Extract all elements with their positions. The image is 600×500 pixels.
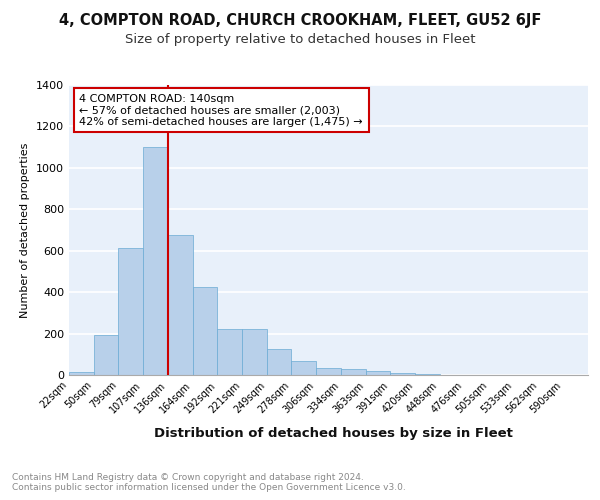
Bar: [193, 287, 217, 375]
Bar: [316, 368, 341, 375]
Bar: [365, 372, 390, 375]
Bar: [69, 372, 94, 375]
Bar: [292, 360, 316, 375]
Bar: [94, 334, 118, 375]
Bar: [143, 147, 168, 375]
Y-axis label: Number of detached properties: Number of detached properties: [20, 142, 31, 318]
Bar: [217, 330, 242, 375]
Bar: [341, 369, 365, 375]
Text: 4 COMPTON ROAD: 140sqm
← 57% of detached houses are smaller (2,003)
42% of semi-: 4 COMPTON ROAD: 140sqm ← 57% of detached…: [79, 94, 363, 127]
Bar: [242, 330, 267, 375]
Bar: [390, 373, 415, 375]
Text: Size of property relative to detached houses in Fleet: Size of property relative to detached ho…: [125, 32, 475, 46]
Bar: [415, 374, 440, 375]
Bar: [267, 349, 292, 375]
Bar: [118, 248, 143, 375]
Bar: [168, 235, 193, 375]
Text: 4, COMPTON ROAD, CHURCH CROOKHAM, FLEET, GU52 6JF: 4, COMPTON ROAD, CHURCH CROOKHAM, FLEET,…: [59, 12, 541, 28]
Text: Contains HM Land Registry data © Crown copyright and database right 2024.
Contai: Contains HM Land Registry data © Crown c…: [12, 472, 406, 492]
Text: Distribution of detached houses by size in Fleet: Distribution of detached houses by size …: [154, 428, 512, 440]
